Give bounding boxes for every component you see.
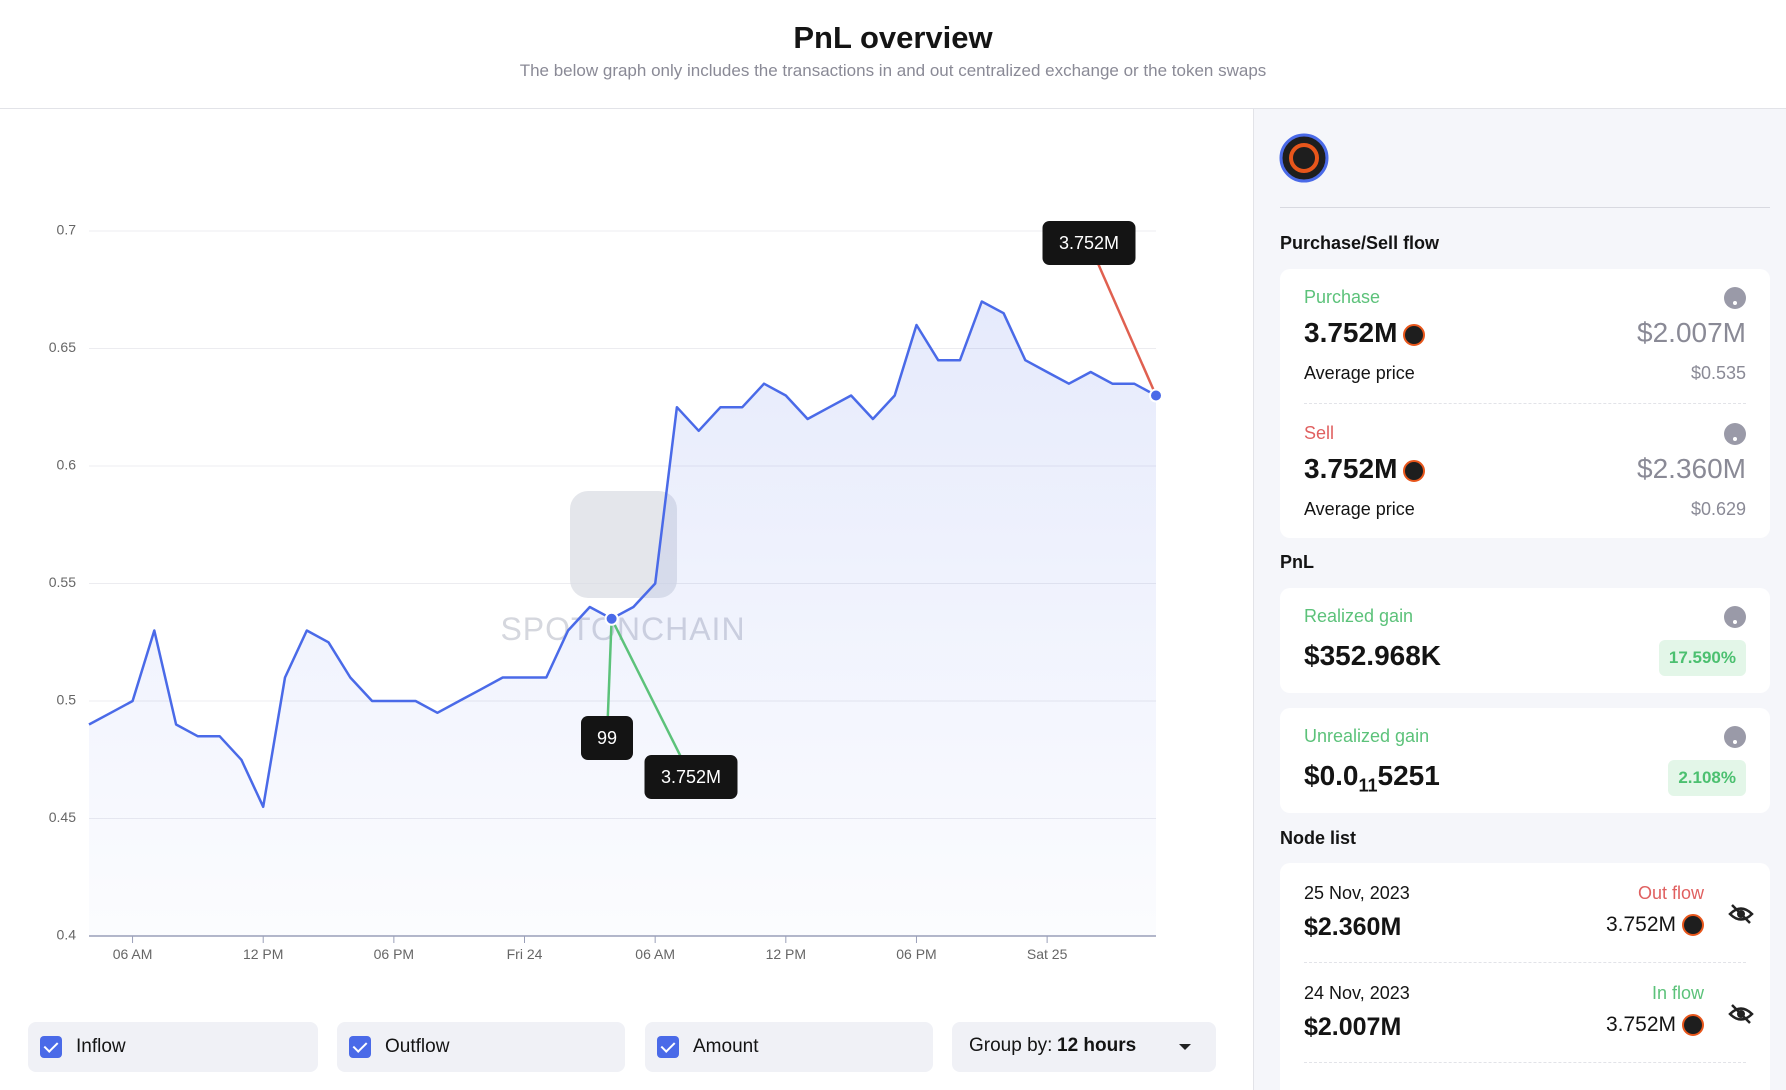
unrealized-pct: 2.108% bbox=[1668, 760, 1746, 796]
x-tick-label: 06 AM bbox=[113, 946, 153, 962]
help-icon[interactable] bbox=[1724, 423, 1746, 445]
checkbox-label: Inflow bbox=[76, 1036, 126, 1057]
section-title: Purchase/Sell flow bbox=[1280, 233, 1440, 253]
inflow-toggle[interactable]: Inflow bbox=[28, 1022, 318, 1072]
hide-icon[interactable] bbox=[1728, 1003, 1754, 1025]
node-amount: 3.752M bbox=[1605, 913, 1676, 936]
annotation-connector bbox=[610, 618, 693, 778]
sell-label: Sell bbox=[1304, 423, 1335, 443]
price-line bbox=[88, 300, 1157, 809]
checkbox[interactable] bbox=[349, 1036, 371, 1058]
checkbox-label: Outflow bbox=[385, 1036, 450, 1057]
purchase-amount: 3.752M bbox=[1304, 317, 1398, 348]
group-by-select[interactable]: Group by: 12 hours bbox=[952, 1022, 1216, 1072]
node-usd: $2.360M bbox=[1304, 913, 1402, 941]
value-part: 5251 bbox=[1377, 760, 1440, 791]
help-icon[interactable] bbox=[1724, 287, 1746, 309]
annotation-label: 99 bbox=[597, 728, 617, 748]
divider bbox=[1280, 207, 1770, 208]
section-title: Node list bbox=[1280, 828, 1357, 848]
annotation-label: 3.752M bbox=[661, 767, 721, 787]
node-date: 25 Nov, 2023 bbox=[1304, 883, 1410, 903]
area-fill bbox=[89, 301, 1156, 936]
divider bbox=[1304, 1062, 1746, 1063]
x-tick-label: Sat 25 bbox=[1027, 946, 1068, 962]
chart: 0.4 0.45 0.5 0.55 0.6 0.65 0.7 06 AM 12 PM 06 PM F… bbox=[49, 221, 1163, 962]
purchase-usd: $2.007M bbox=[1637, 317, 1746, 348]
unrealized-value: $0.0115251 bbox=[1304, 760, 1440, 797]
point-marker bbox=[1149, 388, 1163, 403]
section-title: PnL bbox=[1280, 552, 1314, 572]
page-subtitle: The below graph only includes the transa… bbox=[519, 61, 1267, 80]
token-icon bbox=[1403, 459, 1426, 482]
annotation-connector bbox=[1087, 242, 1158, 397]
y-tick-label: 0.45 bbox=[49, 809, 76, 825]
y-tick-label: 0.6 bbox=[57, 457, 77, 473]
annotation-box bbox=[644, 755, 738, 799]
side-panel: Purchase/Sell flow Purchase 3.752M $2.00… bbox=[1253, 109, 1786, 1090]
divider bbox=[1304, 962, 1746, 963]
node-card: 25 Nov, 2023 Out flow $2.360M 3.752M 24 … bbox=[1280, 863, 1770, 1090]
x-tick-label: 12 PM bbox=[243, 946, 283, 962]
token-avatar bbox=[1279, 133, 1329, 183]
y-tick-label: 0.4 bbox=[57, 927, 77, 943]
x-tick-label: 06 PM bbox=[896, 946, 936, 962]
value-subscript: 11 bbox=[1358, 775, 1378, 796]
token-icon bbox=[1403, 323, 1426, 346]
watermark-logo bbox=[570, 491, 677, 598]
sell-usd: $2.360M bbox=[1637, 453, 1746, 484]
node-amount: 3.752M bbox=[1605, 1013, 1676, 1036]
unrealized-card: Unrealized gain $0.0115251 2.108% bbox=[1280, 708, 1770, 813]
y-tick-label: 0.7 bbox=[57, 222, 77, 238]
select-value: 12 hours bbox=[1057, 1035, 1137, 1056]
checkbox[interactable] bbox=[657, 1036, 679, 1058]
avg-price: $0.535 bbox=[1690, 363, 1746, 383]
x-tick-label: 06 PM bbox=[374, 946, 414, 962]
avg-label: Average price bbox=[1304, 363, 1415, 383]
y-tick-label: 0.65 bbox=[49, 339, 76, 355]
realized-value: $352.968K bbox=[1304, 640, 1442, 671]
point-marker bbox=[604, 611, 619, 626]
divider bbox=[1304, 403, 1746, 404]
node-kind: Out flow bbox=[1637, 883, 1704, 903]
amount-toggle[interactable]: Amount bbox=[645, 1022, 933, 1072]
annotation-box bbox=[1042, 221, 1136, 265]
purchase-label: Purchase bbox=[1304, 287, 1381, 307]
sell-amount: 3.752M bbox=[1304, 453, 1398, 484]
unrealized-label: Unrealized gain bbox=[1304, 726, 1430, 746]
flow-card: Purchase 3.752M $2.007M Average price $0… bbox=[1280, 269, 1770, 538]
help-icon[interactable] bbox=[1724, 726, 1746, 748]
y-tick-label: 0.55 bbox=[49, 574, 76, 590]
annotation-label: 3.752M bbox=[1059, 233, 1119, 253]
select-label: Group by: bbox=[969, 1035, 1053, 1056]
realized-label: Realized gain bbox=[1304, 606, 1414, 626]
header-divider bbox=[0, 108, 1786, 109]
avg-label: Average price bbox=[1304, 499, 1415, 519]
realized-pct: 17.590% bbox=[1658, 640, 1746, 676]
node-usd: $2.007M bbox=[1304, 1013, 1402, 1041]
x-tick-label: Fri 24 bbox=[507, 946, 543, 962]
checkbox[interactable] bbox=[40, 1036, 62, 1058]
x-tick-label: 06 AM bbox=[635, 946, 675, 962]
value-part: $0.0 bbox=[1304, 760, 1359, 791]
outflow-toggle[interactable]: Outflow bbox=[337, 1022, 625, 1072]
annotation-box bbox=[581, 716, 633, 760]
hide-icon[interactable] bbox=[1728, 903, 1754, 925]
x-tick-label: 12 PM bbox=[766, 946, 806, 962]
realized-card: Realized gain $352.968K 17.590% bbox=[1280, 588, 1770, 693]
help-icon[interactable] bbox=[1724, 606, 1746, 628]
node-date: 24 Nov, 2023 bbox=[1304, 983, 1410, 1003]
dropdown-arrow bbox=[1179, 1044, 1191, 1050]
y-tick-label: 0.5 bbox=[57, 692, 77, 708]
checkbox-label: Amount bbox=[693, 1036, 759, 1057]
token-icon bbox=[1682, 1014, 1704, 1037]
token-icon bbox=[1682, 914, 1704, 937]
page-title: PnL overview bbox=[793, 20, 993, 55]
node-kind: In flow bbox=[1651, 983, 1704, 1003]
avg-price: $0.629 bbox=[1690, 499, 1746, 519]
